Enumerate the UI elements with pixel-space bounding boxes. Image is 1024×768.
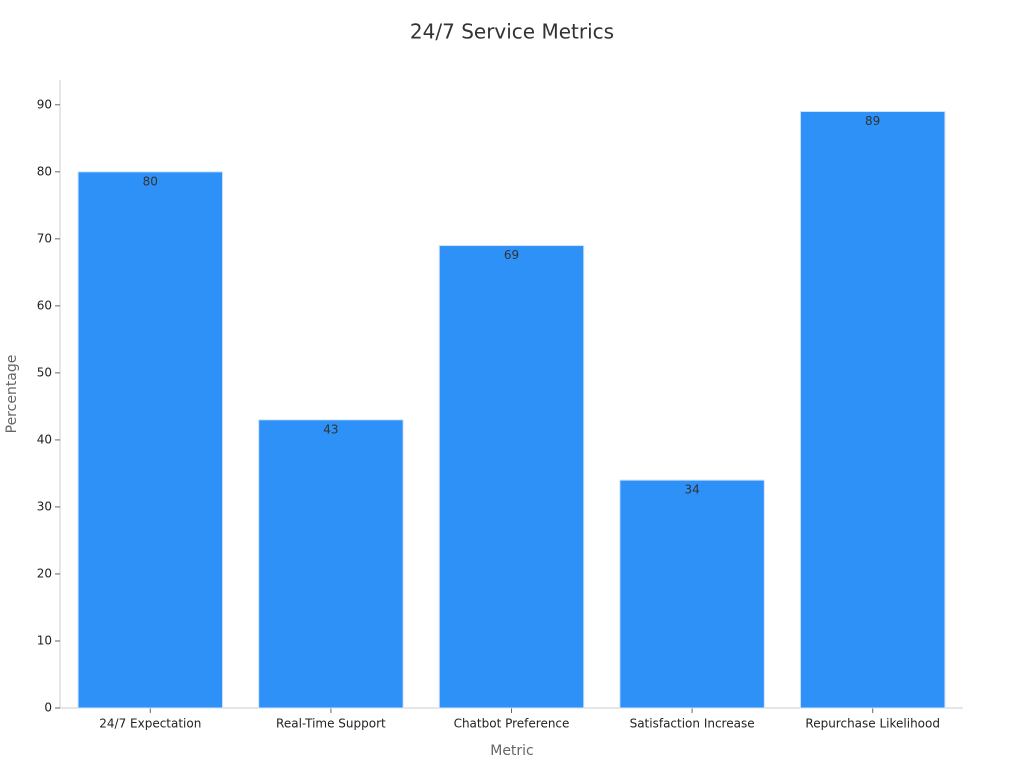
y-tick-label: 10 [37, 633, 52, 647]
value-label: 43 [323, 422, 338, 436]
bar [799, 111, 946, 709]
y-tick-label: 80 [37, 164, 52, 178]
bar [258, 419, 404, 709]
bar [77, 171, 224, 709]
y-tick-label: 20 [37, 566, 52, 580]
x-tick-label: Real-Time Support [276, 717, 386, 731]
x-tick-label: Satisfaction Increase [630, 717, 755, 731]
value-label: 34 [684, 483, 699, 497]
y-tick-label: 0 [44, 701, 52, 715]
x-tick-label: Chatbot Preference [454, 717, 570, 731]
x-tick-label: 24/7 Expectation [99, 717, 201, 731]
bar [619, 479, 765, 709]
y-tick-label: 50 [37, 365, 52, 379]
value-label: 89 [865, 114, 880, 128]
y-tick-label: 60 [37, 298, 52, 312]
y-tick-label: 90 [37, 97, 52, 111]
y-tick-label: 30 [37, 499, 52, 513]
x-axis-label: Metric [490, 743, 534, 759]
y-tick-label: 40 [37, 432, 52, 446]
y-tick-label: 70 [37, 231, 52, 245]
bar [438, 245, 585, 709]
x-tick-label: Repurchase Likelihood [805, 717, 940, 731]
chart-title: 24/7 Service Metrics [410, 20, 614, 44]
value-label: 80 [143, 174, 158, 188]
value-label: 69 [504, 248, 519, 262]
y-axis-label: Percentage [4, 355, 20, 434]
